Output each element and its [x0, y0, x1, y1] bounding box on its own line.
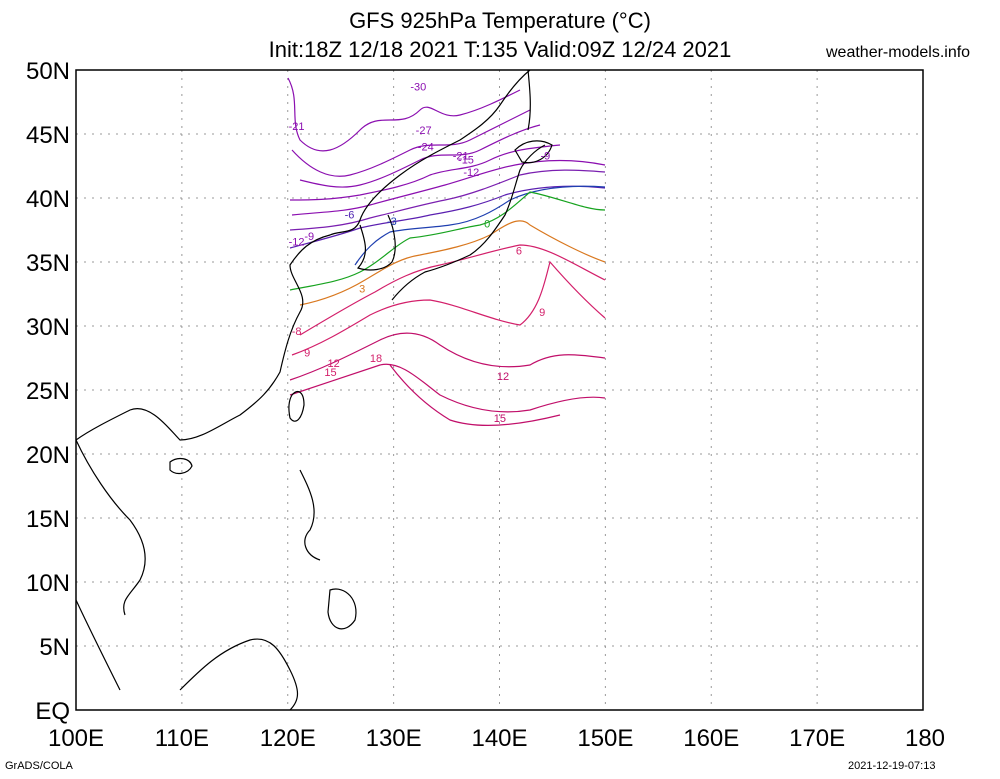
coast-hainan — [169, 457, 193, 475]
contour-label: 15 — [494, 413, 506, 425]
contour-label: 12 — [328, 358, 340, 370]
contour-minus-30 — [287, 77, 521, 152]
latitude-label: 15N — [26, 506, 70, 533]
contour-minus-15 — [291, 159, 606, 216]
contour-label: -3 — [387, 216, 397, 228]
contour-labels: -30-27-24-21-21-15-12-9-12-9-6-3 03699121… — [289, 81, 551, 425]
contour-label: 6 — [516, 245, 522, 257]
contour-label: -12 — [289, 236, 305, 248]
contour-label: 18 — [370, 353, 382, 365]
contour-minus-24 — [299, 124, 541, 188]
contour-label: -9 — [304, 231, 314, 243]
contour-label: -27 — [416, 125, 432, 137]
contour-label: -6 — [345, 209, 355, 221]
coast-borneo — [179, 638, 299, 711]
contour-label: -24 — [418, 142, 434, 154]
contour-minus-27 — [291, 109, 531, 177]
coast-taiwan — [288, 391, 305, 422]
coast-sakhalin — [527, 69, 531, 131]
latitude-label: 10N — [26, 570, 70, 597]
contour-label: -21 — [453, 151, 469, 163]
contour-minus-3 — [354, 185, 606, 266]
latitude-label: 25N — [26, 378, 70, 405]
longitude-labels: 100E 110E 120E 130E 140E 150E 160E 170E 180 — [48, 725, 945, 752]
longitude-label: 110E — [155, 725, 209, 752]
contour-9 — [291, 260, 606, 356]
coast-japan — [391, 144, 546, 301]
contour-label: -12 — [463, 167, 479, 179]
latitude-labels: 50N 45N 40N 35N 30N 25N 20N 15N 10N 5N EQ — [26, 58, 70, 725]
coast-malaysia — [75, 599, 121, 691]
coast-mindanao — [327, 588, 357, 630]
footer-credit: GrADS/COLA — [5, 760, 73, 772]
contour-label: 12 — [497, 371, 509, 383]
contour-label: -15 — [458, 154, 474, 166]
longitude-label: 160E — [683, 725, 739, 752]
contour-6 — [299, 244, 606, 336]
contour-label: 9 — [304, 348, 310, 360]
chart-subtitle: Init:18Z 12/18 2021 T:135 Valid:09Z 12/2… — [268, 37, 732, 62]
contour-label: 9 — [539, 307, 545, 319]
longitude-label: 170E — [789, 725, 845, 752]
contour-label: -21 — [289, 121, 305, 133]
contour-minus-9 — [289, 169, 606, 231]
longitude-label: 180 — [905, 725, 945, 752]
contour-label: 15 — [324, 367, 336, 379]
contour-15 — [289, 363, 606, 413]
coast-hokkaido — [514, 140, 553, 164]
plot-frame — [75, 69, 924, 711]
chart-title: GFS 925hPa Temperature (°C) — [349, 8, 651, 33]
contour-3 — [299, 220, 606, 306]
latitude-label: 45N — [26, 122, 70, 149]
longitude-label: 130E — [366, 725, 422, 752]
contour-label: -9 — [541, 151, 551, 163]
footer-timestamp: 2021-12-19-07:13 — [848, 760, 936, 772]
coastlines — [75, 69, 553, 711]
contour-label: -8 — [292, 326, 302, 338]
coast-luzon — [299, 469, 321, 561]
longitude-label: 100E — [48, 725, 104, 752]
site-name: weather-models.info — [826, 44, 971, 61]
contour-label: -30 — [410, 81, 426, 93]
contour-18 — [389, 364, 561, 427]
latitude-label: 20N — [26, 442, 70, 469]
latitude-label: EQ — [35, 698, 70, 725]
longitude-label: 120E — [260, 725, 316, 752]
contour-minus-6 — [289, 185, 606, 249]
contour-minus-21 — [289, 144, 561, 201]
latitude-label: 40N — [26, 186, 70, 213]
contour-label: 0 — [484, 218, 490, 230]
coast-indochina — [75, 439, 146, 616]
contour-0 — [289, 191, 606, 291]
coast-mainland-asia — [75, 69, 531, 441]
latitude-label: 5N — [39, 634, 70, 661]
grid-lines — [76, 70, 923, 710]
contour-12 — [289, 332, 606, 381]
latitude-label: 35N — [26, 250, 70, 277]
latitude-label: 50N — [26, 58, 70, 85]
contour-label: 3 — [359, 284, 365, 296]
longitude-label: 140E — [471, 725, 527, 752]
temperature-contours — [287, 77, 606, 427]
latitude-label: 30N — [26, 314, 70, 341]
coast-korea — [356, 214, 396, 271]
longitude-label: 150E — [577, 725, 633, 752]
